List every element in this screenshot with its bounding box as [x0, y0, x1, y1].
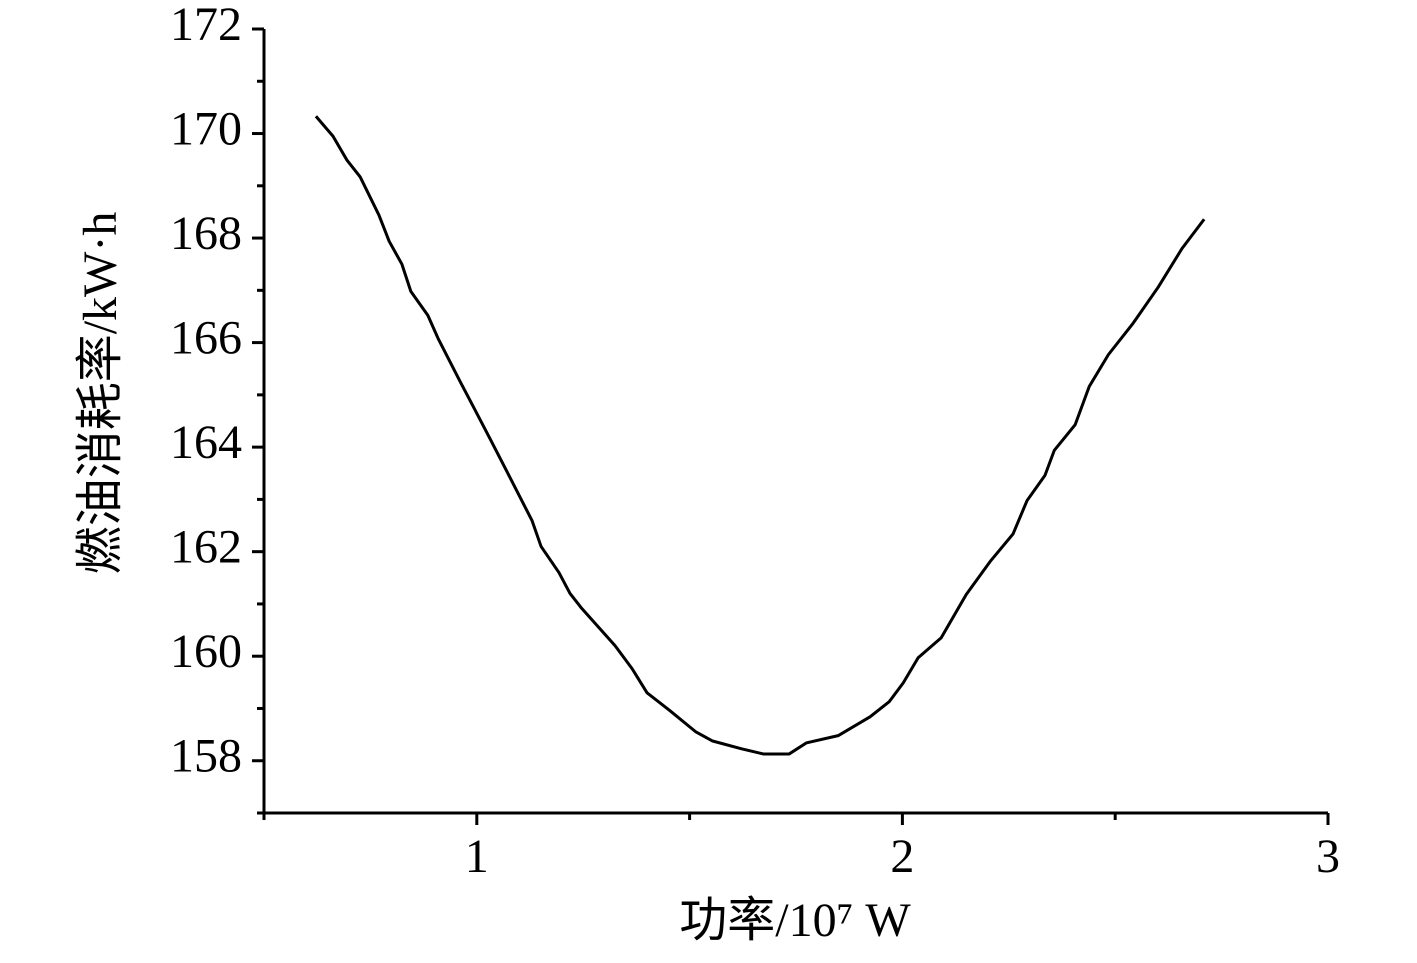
x-tick-label: 2 — [890, 830, 914, 883]
y-tick-label: 158 — [170, 730, 242, 783]
x-axis-label: 功率/10⁷ W — [679, 894, 911, 947]
y-tick-label: 172 — [170, 0, 242, 51]
y-tick-label: 168 — [170, 207, 242, 260]
y-axis-label: 燃油消耗率/kW·h — [74, 212, 127, 575]
y-tick-label: 170 — [170, 103, 242, 156]
y-tick-label: 166 — [170, 312, 242, 365]
x-tick-label: 1 — [465, 830, 489, 883]
x-tick-label: 3 — [1316, 830, 1340, 883]
y-tick-label: 162 — [170, 521, 242, 574]
y-tick-label: 160 — [170, 625, 242, 678]
data-line — [314, 115, 1206, 756]
y-tick-label: 164 — [170, 416, 242, 469]
